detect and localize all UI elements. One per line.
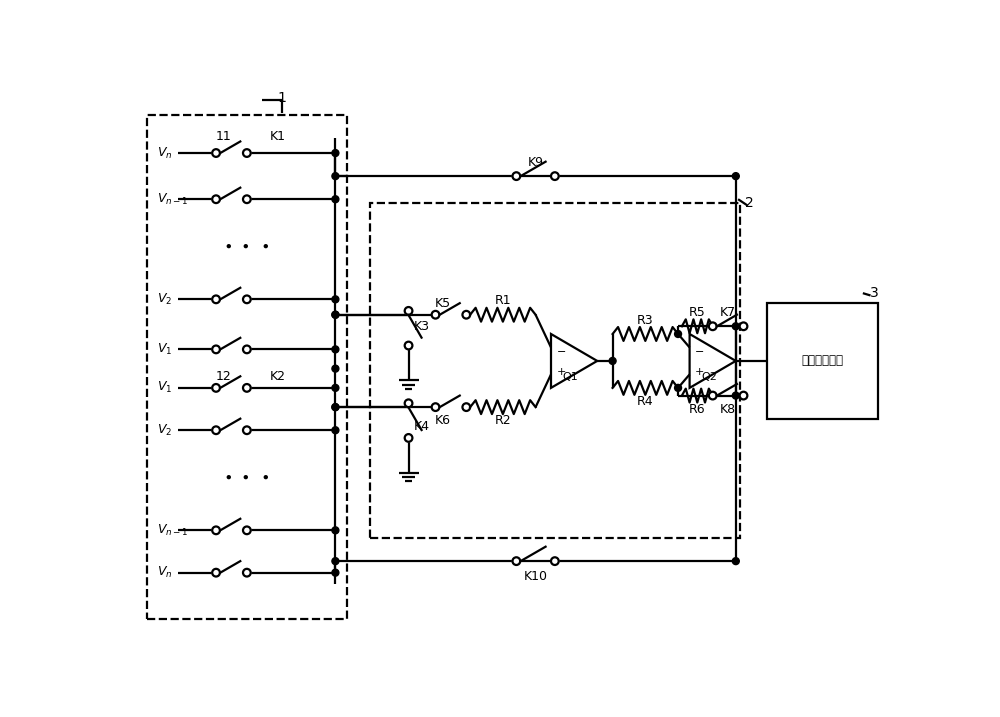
Text: $V_2$: $V_2$	[157, 423, 172, 438]
Text: 采样转换电路: 采样转换电路	[801, 354, 843, 367]
Text: K2: K2	[270, 370, 286, 383]
Text: K1: K1	[270, 130, 286, 143]
Circle shape	[432, 403, 439, 411]
Text: K7: K7	[720, 306, 736, 319]
Text: K5: K5	[435, 297, 451, 310]
Circle shape	[332, 527, 339, 533]
Text: 3: 3	[870, 286, 879, 300]
Circle shape	[332, 311, 339, 318]
Circle shape	[732, 558, 739, 564]
Circle shape	[243, 195, 251, 203]
Text: R3: R3	[637, 313, 654, 327]
Circle shape	[740, 323, 747, 330]
Text: 1: 1	[277, 90, 286, 105]
Text: R2: R2	[495, 414, 511, 427]
Circle shape	[513, 172, 520, 180]
Circle shape	[551, 557, 559, 565]
Circle shape	[332, 173, 339, 179]
Text: Q2: Q2	[701, 371, 717, 381]
Text: 11: 11	[216, 130, 232, 143]
Text: 12: 12	[216, 370, 232, 383]
Circle shape	[709, 323, 717, 330]
Circle shape	[332, 558, 339, 564]
Circle shape	[243, 526, 251, 534]
Circle shape	[551, 172, 559, 180]
Circle shape	[332, 569, 339, 576]
Circle shape	[243, 427, 251, 434]
Text: K6: K6	[435, 414, 451, 427]
Circle shape	[332, 384, 339, 391]
Circle shape	[332, 346, 339, 353]
Text: $V_1$: $V_1$	[157, 342, 172, 357]
Circle shape	[243, 569, 251, 576]
Circle shape	[332, 150, 339, 156]
Circle shape	[462, 311, 470, 318]
Circle shape	[405, 434, 412, 442]
Circle shape	[332, 404, 339, 411]
Circle shape	[675, 384, 682, 391]
Circle shape	[513, 557, 520, 565]
Circle shape	[332, 311, 339, 318]
Text: $+$: $+$	[694, 366, 704, 377]
Text: R1: R1	[495, 295, 511, 308]
Bar	[370, 203, 740, 538]
Text: R4: R4	[637, 395, 654, 408]
Text: $-$: $-$	[694, 345, 704, 355]
Text: $+$: $+$	[556, 366, 566, 377]
Text: $\bullet\ \bullet\ \bullet$: $\bullet\ \bullet\ \bullet$	[223, 469, 270, 484]
Circle shape	[212, 195, 220, 203]
Text: K10: K10	[524, 570, 548, 583]
Text: K3: K3	[414, 320, 430, 333]
Circle shape	[332, 365, 339, 372]
Circle shape	[740, 391, 747, 399]
Bar	[147, 115, 347, 619]
Text: $V_n$: $V_n$	[157, 146, 172, 161]
Circle shape	[675, 331, 682, 338]
Circle shape	[405, 342, 412, 349]
Bar	[767, 303, 878, 419]
Text: K9: K9	[528, 156, 544, 168]
Circle shape	[732, 173, 739, 179]
Circle shape	[405, 399, 412, 407]
Text: R6: R6	[689, 403, 706, 416]
Circle shape	[732, 392, 739, 399]
Circle shape	[243, 295, 251, 303]
Circle shape	[212, 295, 220, 303]
Text: K8: K8	[720, 403, 736, 416]
Circle shape	[212, 346, 220, 353]
Circle shape	[212, 149, 220, 157]
Circle shape	[405, 307, 412, 315]
Circle shape	[432, 311, 439, 318]
Text: $V_2$: $V_2$	[157, 292, 172, 307]
Circle shape	[212, 569, 220, 576]
Text: $V_1$: $V_1$	[157, 380, 172, 396]
Circle shape	[212, 427, 220, 434]
Circle shape	[243, 384, 251, 391]
Text: R5: R5	[689, 306, 706, 319]
Circle shape	[462, 403, 470, 411]
Circle shape	[212, 526, 220, 534]
Circle shape	[332, 404, 339, 411]
Text: 2: 2	[745, 196, 754, 210]
Circle shape	[709, 391, 717, 399]
Circle shape	[609, 358, 616, 364]
Circle shape	[332, 427, 339, 434]
Text: $V_n$: $V_n$	[157, 565, 172, 580]
Circle shape	[732, 323, 739, 330]
Text: K4: K4	[414, 420, 430, 433]
Text: $V_{n-1}$: $V_{n-1}$	[157, 191, 188, 206]
Circle shape	[332, 296, 339, 303]
Circle shape	[243, 346, 251, 353]
Text: Q1: Q1	[563, 371, 578, 381]
Circle shape	[212, 384, 220, 391]
Text: $\bullet\ \bullet\ \bullet$: $\bullet\ \bullet\ \bullet$	[223, 238, 270, 253]
Text: $V_{n-1}$: $V_{n-1}$	[157, 523, 188, 538]
Circle shape	[243, 149, 251, 157]
Text: $-$: $-$	[556, 345, 566, 355]
Circle shape	[332, 196, 339, 203]
